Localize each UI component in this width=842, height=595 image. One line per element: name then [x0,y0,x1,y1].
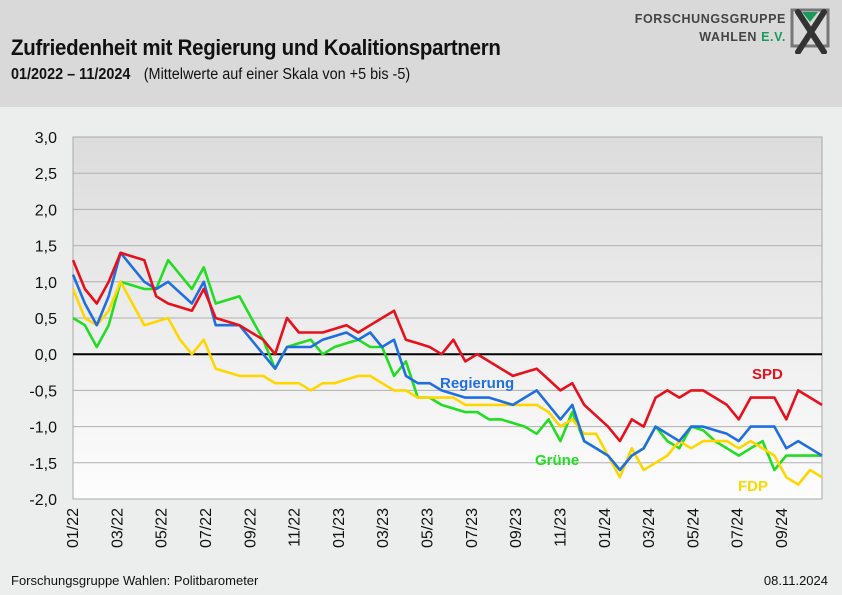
x-tick-label: 07/23 [464,508,481,548]
page-title: Zufriedenheit mit Regierung und Koalitio… [11,35,501,60]
y-tick-label: 2,0 [35,202,57,219]
x-tick-label: 05/23 [420,508,437,548]
series-line-gruene [72,258,822,472]
logo-line2: WAHLEN E.V. [699,30,786,44]
series-lines [71,251,823,486]
series-label-gruene: Grüne [535,452,579,469]
x-tick-label: 03/23 [375,508,392,548]
x-tick-label: 09/24 [774,508,791,548]
y-tick-label: -1,5 [29,456,57,473]
scale-note: (Mittelwerte auf einer Skala von +5 bis … [143,66,411,83]
series-line-fdp [71,280,823,486]
header-band: Zufriedenheit mit Regierung und Koalitio… [0,0,842,107]
logo: FORSCHUNGSGRUPPE WAHLEN E.V. [635,8,838,54]
logo-wahlen: WAHLEN [699,30,758,44]
y-tick-label: 2,5 [35,166,57,183]
x-tick-label: 03/22 [109,508,126,548]
logo-line1: FORSCHUNGSGRUPPE [634,12,786,26]
y-tick-label: 0,5 [35,311,57,328]
y-tick-label: 0,0 [35,347,57,364]
x-tick-label: 11/22 [287,508,304,547]
x-tick-label: 11/23 [552,508,569,547]
x-tick-label: 01/23 [331,508,348,548]
footer-source: Forschungsgruppe Wahlen: Politbarometer [11,573,259,588]
x-tick-label: 09/23 [508,508,525,548]
date-range: 01/2022 – 11/2024 [11,66,131,83]
series-label-spd: SPD [752,366,783,383]
x-tick-label: 03/24 [641,508,658,548]
x-tick-label: 01/22 [65,508,82,548]
chart-subtitle: 01/2022 – 11/2024 (Mittelwerte auf einer… [11,66,410,84]
y-tick-label: -0,5 [29,383,57,400]
series-line-regierung [71,251,823,472]
footer-date: 08.11.2024 [763,573,828,588]
series-line-spd [71,251,823,443]
series-label-regierung: Regierung [440,375,514,392]
series-label-fdp: FDP [738,478,768,495]
x-tick-label: 05/22 [154,508,171,548]
y-tick-label: -1,0 [29,420,57,437]
x-tick-label: 01/24 [597,508,614,548]
y-tick-label: -2,0 [29,492,57,509]
x-tick-label: 07/24 [730,508,747,548]
series-labels: SPD Regierung Grüne FDP [440,366,783,495]
x-tick-label: 05/24 [685,508,702,548]
x-tick-label: 09/22 [242,508,259,548]
logo-ev: E.V. [761,30,786,44]
x-tick-label: 07/22 [198,508,215,548]
y-tick-label: 1,0 [35,275,57,292]
x-ballot-icon [790,8,830,54]
y-tick-label: 1,5 [35,239,57,256]
y-axis-ticks: 3,0 2,5 2,0 1,5 1,0 0,5 0,0 -0,5 -1,0 -1,5 -2,0 [29,130,57,509]
y-tick-label: 3,0 [35,130,57,147]
x-axis-ticks: 01/22 03/22 05/22 07/22 09/22 11/22 01/23 03/23… [65,508,791,548]
